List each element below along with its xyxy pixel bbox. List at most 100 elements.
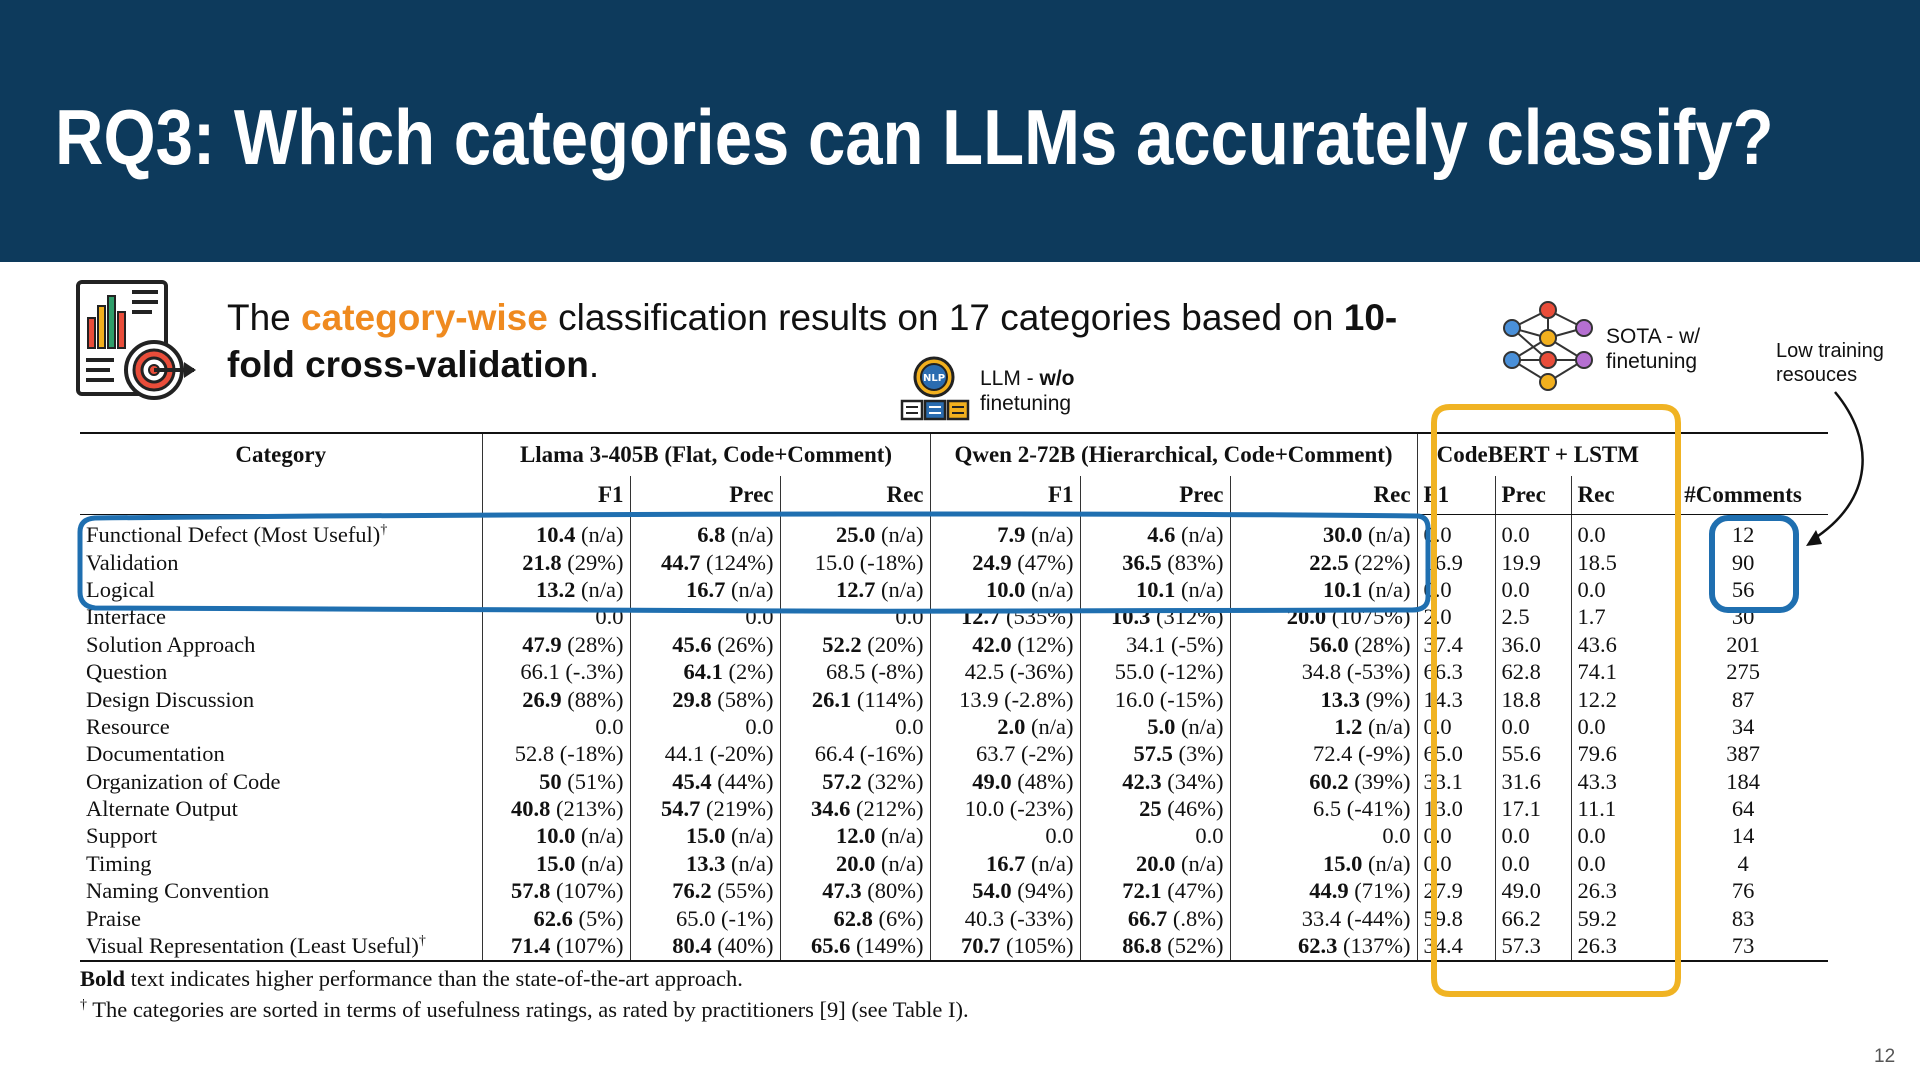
qwen-metric-cell: 10.1 (n/a)	[1079, 575, 1230, 604]
intro-text: The category-wise classification results…	[227, 297, 1398, 385]
table-row: Question 66.1 (-.3%) 64.1 (2%) 68.5 (-8%) 42…	[80, 657, 1828, 686]
header-sota-rec: Rec	[1570, 476, 1659, 515]
svg-text:NLP: NLP	[923, 373, 945, 384]
low-resources-callout: Low training resouces	[1776, 340, 1884, 386]
llama-metric-cell: 0.0	[779, 603, 930, 631]
table-row: Design Discussion 26.9 (88%) 29.8 (58%) 26.…	[80, 685, 1828, 713]
qwen-metric-cell: 42.0 (12%)	[929, 630, 1080, 658]
comments-count-cell: 76	[1731, 878, 1755, 904]
sota-metric-cell: 59.8	[1416, 904, 1496, 932]
qwen-metric-cell: 44.9 (71%)	[1229, 877, 1418, 905]
comments-count-cell: 87	[1731, 686, 1755, 712]
table-row: Naming Convention 57.8 (107%) 76.2 (55%) 47…	[80, 877, 1828, 905]
sota-metric-cell: 57.3	[1494, 931, 1572, 963]
header-comments: #Comments	[1658, 476, 1829, 515]
sota-metric-cell: 0.0	[1416, 712, 1496, 741]
sota-metric-cell: 18.8	[1494, 685, 1572, 713]
sota-metric-cell: 17.1	[1494, 794, 1572, 823]
sota-metric-cell: 13.0	[1416, 794, 1496, 823]
sota-metric-cell: 11.1	[1570, 794, 1659, 823]
qwen-metric-cell: 2.0 (n/a)	[929, 712, 1080, 741]
qwen-metric-cell: 24.9 (47%)	[929, 548, 1080, 576]
header-category: Category	[80, 432, 482, 476]
llama-metric-cell: 26.1 (114%)	[779, 685, 930, 713]
header-llama: Llama 3-405B (Flat, Code+Comment)	[481, 432, 930, 476]
qwen-metric-cell: 34.8 (-53%)	[1229, 657, 1418, 686]
llama-metric-cell: 52.8 (-18%)	[481, 740, 630, 768]
category-cell: Functional Defect (Most Useful)†	[86, 522, 388, 548]
llama-metric-cell: 6.8 (n/a)	[629, 514, 780, 549]
qwen-metric-cell: 20.0 (1075%)	[1229, 603, 1418, 631]
header-category-blank	[80, 476, 482, 515]
llama-metric-cell: 64.1 (2%)	[629, 657, 780, 686]
results-table: Category Llama 3-405B (Flat, Code+Commen…	[80, 432, 1829, 963]
qwen-metric-cell: 34.1 (-5%)	[1079, 630, 1230, 658]
llama-metric-cell: 26.9 (88%)	[481, 685, 630, 713]
sota-metric-cell: 74.1	[1570, 657, 1659, 686]
llama-metric-cell: 13.3 (n/a)	[629, 849, 780, 878]
llama-metric-cell: 76.2 (55%)	[629, 877, 780, 905]
llm-callout: LLM - w/o finetuning	[980, 367, 1075, 415]
sota-metric-cell: 66.3	[1416, 657, 1496, 686]
qwen-metric-cell: 56.0 (28%)	[1229, 630, 1418, 658]
category-cell: Validation	[86, 549, 179, 575]
qwen-metric-cell: 63.7 (-2%)	[929, 740, 1080, 768]
qwen-metric-cell: 42.5 (-36%)	[929, 657, 1080, 686]
sota-metric-cell: 0.0	[1570, 822, 1659, 850]
sota-metric-cell: 62.8	[1494, 657, 1572, 686]
llama-metric-cell: 0.0	[779, 712, 930, 741]
comments-count-cell: 14	[1731, 823, 1755, 849]
qwen-metric-cell: 16.0 (-15%)	[1079, 685, 1230, 713]
comments-count-cell: 83	[1731, 905, 1755, 931]
llama-metric-cell: 10.0 (n/a)	[481, 822, 630, 850]
header-band	[0, 0, 1920, 262]
llama-metric-cell: 15.0 (n/a)	[481, 849, 630, 878]
comments-count-cell: 387	[1726, 741, 1760, 767]
comments-count-cell: 90	[1731, 549, 1755, 575]
sota-metric-cell: 0.0	[1416, 575, 1496, 604]
table-row: Documentation 52.8 (-18%) 44.1 (-20%) 66.4 …	[80, 740, 1828, 768]
sota-metric-cell: 34.4	[1416, 931, 1496, 963]
llama-metric-cell: 12.0 (n/a)	[779, 822, 930, 850]
llama-metric-cell: 62.6 (5%)	[481, 904, 630, 932]
qwen-metric-cell: 0.0	[1079, 822, 1230, 850]
qwen-metric-cell: 0.0	[929, 822, 1080, 850]
category-cell: Timing	[86, 850, 152, 876]
header-llama-f1: F1	[481, 476, 630, 515]
sota-metric-cell: 0.0	[1570, 712, 1659, 741]
llama-metric-cell: 29.8 (58%)	[629, 685, 780, 713]
qwen-metric-cell: 72.4 (-9%)	[1229, 740, 1418, 768]
category-cell: Logical	[86, 576, 155, 602]
category-cell: Interface	[86, 604, 166, 630]
table-row: Solution Approach 47.9 (28%) 45.6 (26%) 52.…	[80, 630, 1828, 658]
qwen-metric-cell: 57.5 (3%)	[1079, 740, 1230, 768]
comments-count-cell: 201	[1726, 631, 1760, 657]
nlp-gear-icon: NLP	[900, 356, 970, 421]
qwen-metric-cell: 10.0 (-23%)	[929, 794, 1080, 823]
llama-metric-cell: 80.4 (40%)	[629, 931, 780, 963]
qwen-metric-cell: 10.3 (312%)	[1079, 603, 1230, 631]
qwen-metric-cell: 62.3 (137%)	[1229, 931, 1418, 963]
llama-metric-cell: 20.0 (n/a)	[779, 849, 930, 878]
qwen-metric-cell: 1.2 (n/a)	[1229, 712, 1418, 741]
comments-count-cell: 275	[1726, 659, 1760, 685]
sota-metric-cell: 0.0	[1416, 514, 1496, 549]
qwen-metric-cell: 20.0 (n/a)	[1079, 849, 1230, 878]
sota-metric-cell: 65.0	[1416, 740, 1496, 768]
llama-metric-cell: 15.0 (-18%)	[779, 548, 930, 576]
highlight-category-wise: category-wise	[301, 297, 548, 338]
sota-metric-cell: 0.0	[1494, 849, 1572, 878]
sota-metric-cell: 0.0	[1494, 575, 1572, 604]
qwen-metric-cell: 16.7 (n/a)	[929, 849, 1080, 878]
table-row: Interface 0.0 0.0 0.0 12.7 (535%) 10.3 (312%)…	[80, 603, 1828, 631]
results-table-container: Category Llama 3-405B (Flat, Code+Commen…	[80, 432, 1829, 1024]
sota-metric-cell: 19.9	[1494, 548, 1572, 576]
llama-metric-cell: 47.3 (80%)	[779, 877, 930, 905]
category-cell: Organization of Code	[86, 768, 281, 794]
llama-metric-cell: 0.0	[629, 712, 780, 741]
llama-metric-cell: 45.4 (44%)	[629, 767, 780, 795]
qwen-metric-cell: 6.5 (-41%)	[1229, 794, 1418, 823]
llama-metric-cell: 13.2 (n/a)	[481, 575, 630, 604]
qwen-metric-cell: 0.0	[1229, 822, 1418, 850]
llama-metric-cell: 71.4 (107%)	[481, 931, 630, 963]
